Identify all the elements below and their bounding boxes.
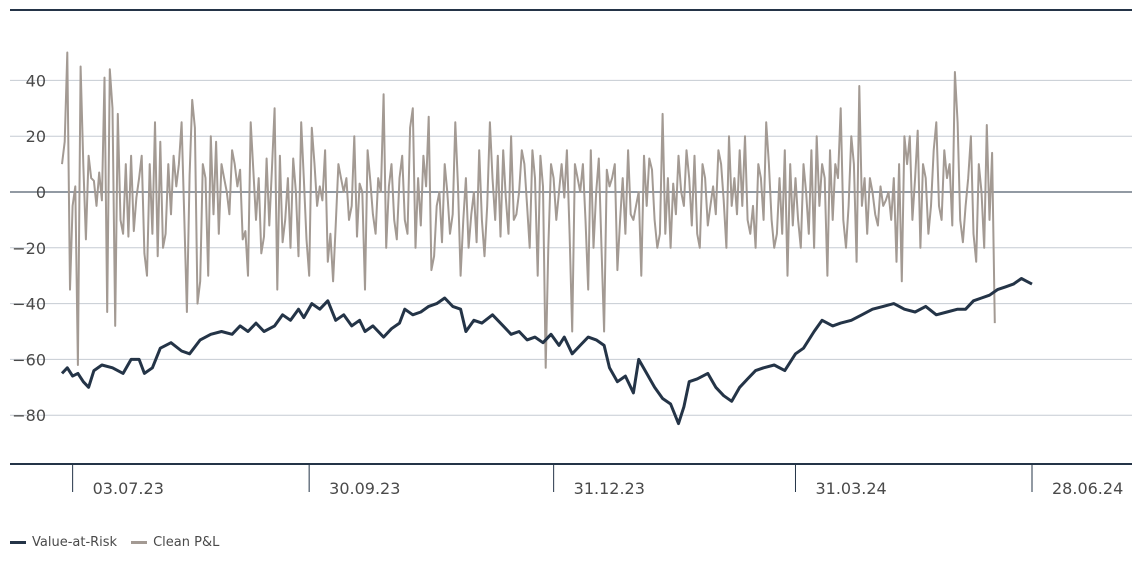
legend: Value-at-Risk Clean P&L bbox=[10, 535, 233, 550]
x-tick-label: 31.12.23 bbox=[574, 479, 645, 498]
x-tick-label: 28.06.24 bbox=[1052, 479, 1123, 498]
y-tick-label: −40 bbox=[12, 295, 46, 314]
legend-label-var: Value-at-Risk bbox=[32, 535, 118, 550]
chart: 40 20 0 −20 −40 −60 −80 03.07.23 30.09.23 31.12.2… bbox=[10, 9, 1132, 498]
x-tick-label: 30.09.23 bbox=[329, 479, 400, 498]
axes: 40 20 0 −20 −40 −60 −80 03.07.23 30.09.23 31.12.2… bbox=[10, 9, 1132, 498]
y-tick-label: −80 bbox=[12, 406, 46, 425]
series-line-value-at-risk bbox=[60, 277, 1033, 426]
legend-swatch-var bbox=[10, 541, 26, 544]
series-line-clean-pnl bbox=[61, 51, 996, 369]
legend-item-pnl: Clean P&L bbox=[131, 535, 219, 550]
legend-swatch-pnl bbox=[131, 541, 148, 544]
grid bbox=[10, 79, 1132, 416]
series-layer bbox=[60, 51, 1033, 426]
y-tick-label: 20 bbox=[26, 127, 46, 146]
y-tick-label: 40 bbox=[26, 71, 46, 90]
y-tick-label: −20 bbox=[12, 239, 46, 258]
x-tick-label: 31.03.24 bbox=[815, 479, 886, 498]
x-tick-label: 03.07.23 bbox=[93, 479, 164, 498]
legend-item-var: Value-at-Risk bbox=[10, 535, 117, 550]
legend-label-pnl: Clean P&L bbox=[153, 535, 220, 550]
y-tick-label: 0 bbox=[36, 183, 46, 202]
y-tick-label: −60 bbox=[12, 350, 46, 369]
